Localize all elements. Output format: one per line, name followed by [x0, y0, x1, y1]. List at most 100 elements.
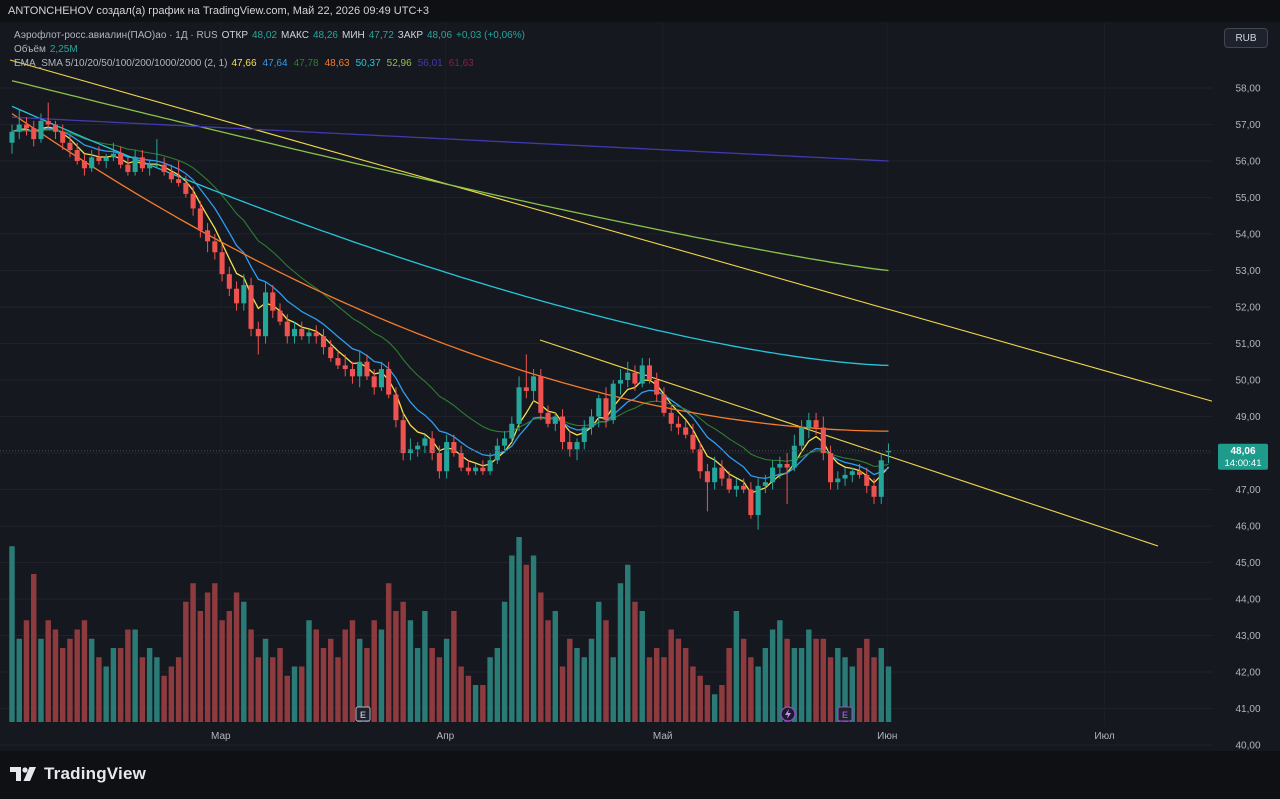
volume-bar	[103, 666, 109, 722]
volume-bar	[777, 620, 783, 722]
volume-bar	[45, 620, 51, 722]
legend-ma-value: 50,37	[355, 58, 381, 69]
volume-bar	[422, 611, 428, 722]
candle-body	[371, 376, 377, 388]
candle-body	[45, 120, 51, 125]
event-marker[interactable]: E	[837, 706, 853, 722]
candle-body	[690, 434, 696, 450]
event-marker[interactable]	[780, 706, 796, 722]
price-tick-label: 49,00	[1235, 412, 1260, 423]
volume-bar	[132, 629, 138, 722]
candle-body	[154, 164, 160, 166]
volume-bar	[306, 620, 312, 722]
legend-change: +0,03 (+0,06%)	[456, 30, 525, 41]
volume-bar	[545, 620, 551, 722]
candle-body	[23, 124, 30, 129]
price-tick-label: 51,00	[1235, 339, 1260, 350]
last-price-badge	[1218, 443, 1268, 470]
price-tick-label: 57,00	[1235, 120, 1260, 131]
volume-bar	[291, 666, 298, 722]
volume-bar	[755, 666, 761, 722]
volume-bar	[226, 611, 233, 722]
candle-body	[770, 467, 776, 483]
volume-bar	[458, 666, 464, 722]
price-tick-label: 54,00	[1235, 230, 1260, 241]
candle-body	[777, 463, 783, 468]
time-tick-label: Апр	[437, 731, 455, 742]
candle-body	[480, 467, 486, 472]
candle-body	[675, 423, 681, 428]
volume-bar	[88, 638, 95, 722]
volume-bar	[443, 638, 450, 722]
candle-body	[291, 328, 298, 337]
candle-body	[60, 131, 66, 143]
candle-body	[110, 153, 116, 158]
volume-bar	[581, 657, 587, 722]
earnings-marker[interactable]: E	[355, 706, 371, 722]
volume-bar	[726, 648, 732, 722]
chart-caption: ANTONCHEHOV создал(а) график на TradingV…	[8, 5, 429, 17]
candle-body	[96, 157, 102, 161]
volume-bar	[320, 648, 327, 722]
volume-bar	[494, 648, 501, 722]
volume-bar	[885, 666, 892, 722]
candle-body	[813, 420, 819, 428]
volume-bar	[516, 537, 522, 722]
time-axis[interactable]: Мар Апр Май Июн Июл	[211, 731, 1115, 742]
candle-body	[89, 157, 95, 169]
candles	[9, 102, 892, 530]
chart-area[interactable]: 40,00 41,00 42,00 43,00 44,00 45,00 46,00 47,00…	[0, 22, 1280, 751]
candle-body	[799, 427, 805, 446]
currency-button[interactable]: RUB	[1224, 28, 1268, 48]
time-tick-label: Июн	[877, 731, 897, 742]
volume-bar	[9, 546, 15, 722]
candle-body	[465, 467, 471, 472]
candle-body	[306, 332, 312, 337]
candle-body	[849, 471, 855, 475]
candle-body	[617, 380, 624, 384]
time-tick-label: Май	[653, 731, 673, 742]
volume-bar	[480, 685, 486, 722]
last-price-countdown: 14:00:41	[1225, 458, 1262, 469]
candle-body	[255, 328, 261, 337]
candle-body	[581, 427, 587, 443]
volume-bar	[661, 657, 667, 722]
candle-body	[625, 372, 631, 380]
volume-bar	[429, 648, 435, 722]
volume-bar	[284, 675, 290, 722]
volume-bar	[356, 638, 363, 722]
volume-bar	[849, 666, 856, 722]
legend-ma-value: 47,64	[262, 58, 288, 69]
candle-body	[741, 485, 747, 490]
volume-bar	[175, 657, 182, 722]
legend-volume-label: Объём	[14, 44, 46, 55]
candle-body	[494, 445, 500, 461]
legend-ma-row: EMA_SMA 5/10/20/50/100/200/1000/2000 (2,…	[14, 57, 525, 71]
volume-bar	[791, 648, 798, 722]
legend-low-value: 47,72	[368, 30, 394, 41]
candle-body	[313, 332, 319, 337]
volume-bar	[38, 638, 44, 722]
candle-body	[473, 467, 479, 472]
volume-bar	[197, 611, 204, 722]
tradingview-logo[interactable]: TradingView	[10, 764, 146, 784]
volume-bar	[472, 685, 479, 722]
volume-bar	[596, 601, 602, 722]
legend-volume-row: Объём 2,25M	[14, 43, 525, 57]
legend-close-value: 48,06	[427, 30, 453, 41]
candlestick-chart[interactable]: 40,00 41,00 42,00 43,00 44,00 45,00 46,00 47,00…	[0, 22, 1280, 751]
candle-body	[147, 164, 153, 169]
legend-high-label: МАКС	[281, 30, 309, 41]
candle-body	[183, 182, 189, 194]
volume-bar	[588, 638, 595, 722]
candle-body	[545, 412, 551, 424]
price-axis[interactable]: 40,00 41,00 42,00 43,00 44,00 45,00 46,00 47,00…	[1212, 22, 1280, 751]
price-tick-label: 53,00	[1235, 266, 1260, 277]
legend-ma-value: 56,01	[417, 58, 443, 69]
legend-volume-value: 2,25M	[49, 44, 78, 55]
candle-body	[509, 423, 515, 439]
time-tick-label: Июл	[1094, 731, 1114, 742]
tradingview-logo-text: TradingView	[44, 764, 147, 783]
candle-body	[719, 467, 725, 479]
